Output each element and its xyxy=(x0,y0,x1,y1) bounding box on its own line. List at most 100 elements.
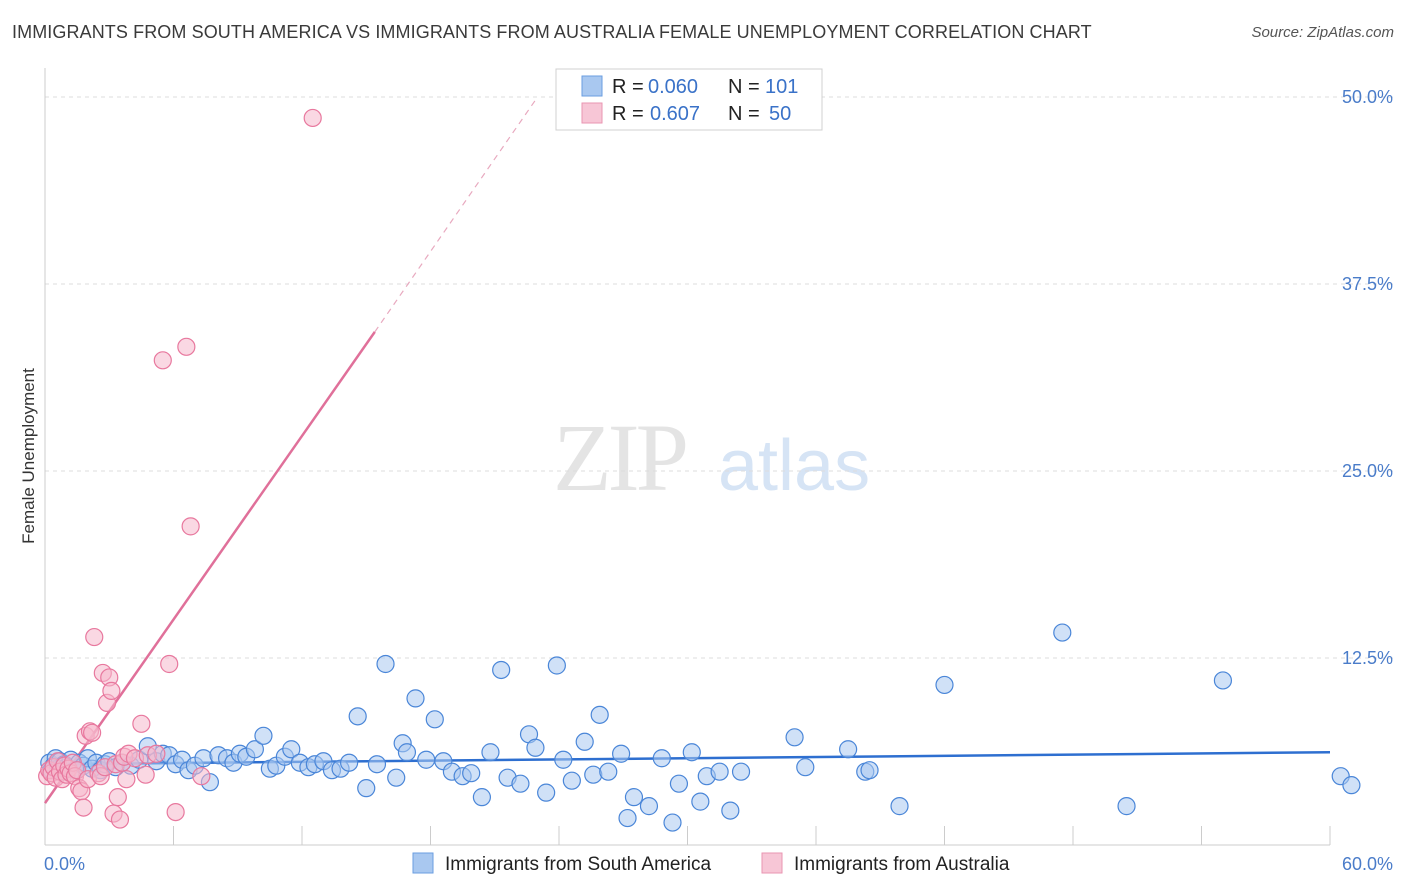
blue-data-point xyxy=(526,738,545,757)
blue-data-point xyxy=(554,750,573,769)
y-tick-label: 25.0% xyxy=(1342,461,1393,481)
blue-data-point xyxy=(481,743,500,762)
y-tick-label: 12.5% xyxy=(1342,648,1393,668)
blue-data-point xyxy=(669,774,689,793)
chart-title: IMMIGRANTS FROM SOUTH AMERICA VS IMMIGRA… xyxy=(12,22,1092,42)
blue-data-point xyxy=(584,765,603,784)
pink-data-point xyxy=(102,681,121,701)
blue-data-point xyxy=(590,705,609,724)
blue-data-point xyxy=(1053,623,1072,642)
blue-data-point xyxy=(357,779,376,798)
pink-trend-line xyxy=(43,331,376,804)
pink-data-point xyxy=(147,744,166,763)
pink-data-point xyxy=(74,798,93,817)
legend-n-label-blue: N = xyxy=(728,76,760,98)
y-tick-label: 50.0% xyxy=(1342,87,1393,107)
trend-lines xyxy=(43,96,1331,804)
blue-data-point xyxy=(562,771,581,790)
pink-data-point xyxy=(85,627,104,647)
watermark: ZIP atlas xyxy=(553,404,870,511)
blue-data-point xyxy=(537,783,556,802)
blue-data-point xyxy=(511,774,530,793)
blue-data-point xyxy=(624,788,644,807)
pink-data-point xyxy=(108,788,127,807)
blue-data-point xyxy=(254,726,273,745)
blue-data-point xyxy=(652,749,671,768)
blue-data-point xyxy=(245,740,264,759)
legend-r-value-blue: 0.060 xyxy=(648,76,698,98)
axes xyxy=(44,68,1331,846)
pink-data-point xyxy=(181,517,200,536)
pink-data-point xyxy=(110,810,130,829)
blue-data-point xyxy=(618,808,637,828)
legend-r-label-pink: R = xyxy=(612,103,644,125)
blue-data-point xyxy=(663,813,682,832)
legend-swatch-pink xyxy=(581,102,603,124)
blue-data-point xyxy=(472,788,491,807)
legend-swatch-blue xyxy=(581,75,603,97)
blue-data-point xyxy=(935,675,954,695)
blue-data-point xyxy=(282,740,301,759)
pink-data-point xyxy=(177,337,196,356)
legend-n-label-pink: N = xyxy=(728,103,760,125)
blue-data-point xyxy=(1342,776,1361,795)
blue-data-point xyxy=(710,762,729,781)
blue-data-point xyxy=(575,732,594,751)
blue-data-point xyxy=(417,750,436,769)
legend-n-value-blue: 101 xyxy=(765,76,798,98)
data-points xyxy=(38,108,1361,832)
blue-data-point xyxy=(639,797,659,816)
blue-data-point xyxy=(376,654,395,674)
y-tick-label: 37.5% xyxy=(1342,274,1393,294)
blue-data-point xyxy=(194,749,213,768)
series-legend-swatch-blue xyxy=(412,852,434,874)
legend-n-value-pink: 50 xyxy=(769,103,791,125)
blue-data-point xyxy=(348,707,367,726)
blue-data-point xyxy=(731,762,751,781)
blue-data-point xyxy=(860,761,879,780)
blue-data-point xyxy=(691,792,710,811)
blue-data-point xyxy=(387,768,406,787)
x-tick-label-max: 60.0% xyxy=(1342,854,1393,874)
blue-data-point xyxy=(721,801,740,820)
blue-data-point xyxy=(1213,671,1233,690)
blue-data-point xyxy=(839,740,858,759)
blue-data-point xyxy=(785,728,804,747)
blue-data-point xyxy=(1117,797,1136,816)
pink-data-point xyxy=(166,802,185,822)
series-legend: Immigrants from South America Immigrants… xyxy=(412,852,1010,875)
blue-data-point xyxy=(492,660,511,680)
pink-data-point xyxy=(192,767,211,786)
blue-data-point xyxy=(340,753,359,772)
pink-data-point xyxy=(136,765,155,784)
pink-data-point xyxy=(83,723,102,742)
blue-data-point xyxy=(547,656,566,675)
blue-data-point xyxy=(462,764,481,783)
series-legend-label-blue: Immigrants from South America xyxy=(445,854,712,875)
blue-data-point xyxy=(890,797,909,816)
blue-data-point xyxy=(682,743,701,762)
pink-data-point xyxy=(153,351,172,370)
pink-data-point xyxy=(132,714,151,733)
source-credit: Source: ZipAtlas.com xyxy=(1251,24,1394,41)
legend-r-value-pink: 0.607 xyxy=(650,103,700,125)
series-legend-swatch-pink xyxy=(761,852,783,874)
pink-data-point xyxy=(160,654,179,674)
legend-r-label-blue: R = xyxy=(612,76,644,98)
blue-data-point xyxy=(425,710,444,729)
blue-data-point xyxy=(397,743,417,762)
blue-data-point xyxy=(612,744,631,763)
pink-data-point xyxy=(117,770,136,789)
watermark-atlas: atlas xyxy=(718,426,870,506)
gridlines xyxy=(45,96,1395,659)
series-legend-label-pink: Immigrants from Australia xyxy=(794,854,1010,875)
blue-data-point xyxy=(796,758,815,777)
correlation-legend: R = 0.060 N = 101 R = 0.607 N = 50 xyxy=(555,68,823,131)
blue-data-point xyxy=(367,755,387,774)
blue-data-point xyxy=(406,689,425,708)
x-tick-label-min: 0.0% xyxy=(44,854,85,874)
y-axis-label: Female Unemployment xyxy=(19,368,38,544)
watermark-zip: ZIP xyxy=(553,404,686,511)
pink-data-point xyxy=(303,108,322,128)
